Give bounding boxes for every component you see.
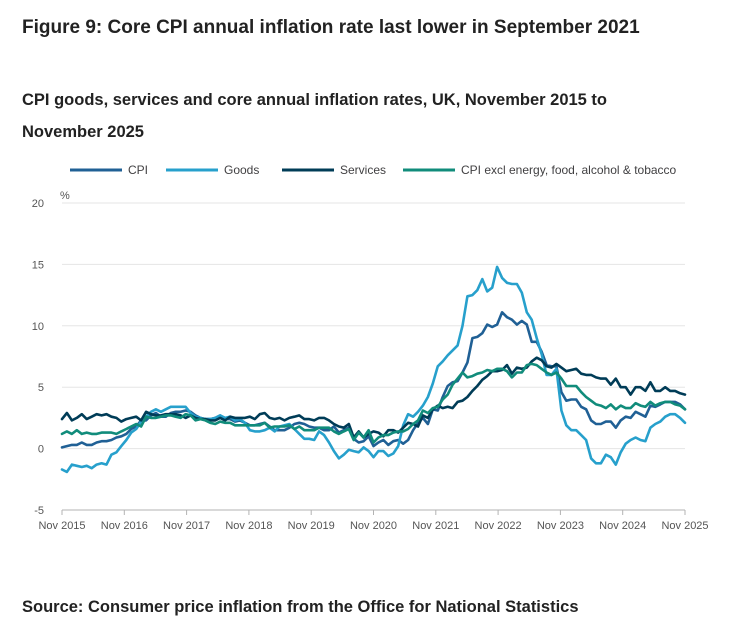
series-line-cpi [60, 311, 687, 449]
x-axis: Nov 2015 Nov 2016 Nov 2017 Nov 2018 Nov 2019… [38, 510, 709, 532]
y-tick-label: 15 [32, 259, 44, 271]
x-tick-label: Nov 2024 [599, 520, 646, 532]
x-tick-label: Nov 2016 [101, 520, 148, 532]
x-tick-label: Nov 2022 [475, 520, 522, 532]
x-tick-label: Nov 2023 [537, 520, 584, 532]
x-tick-label: Nov 2017 [163, 520, 210, 532]
legend-label: CPI [128, 163, 148, 177]
x-tick-label: Nov 2018 [225, 520, 272, 532]
x-tick-label: Nov 2021 [412, 520, 459, 532]
source-note: Source: Consumer price inflation from th… [22, 598, 579, 616]
y-tick-label: 20 [32, 198, 44, 210]
legend-label: Goods [224, 163, 259, 177]
x-tick-label: Nov 2020 [350, 520, 397, 532]
series-line-services [60, 356, 687, 439]
y-axis-unit-label: % [60, 190, 70, 202]
chart-subtitle: CPI goods, services and core annual infl… [22, 91, 608, 141]
legend-label: Services [340, 163, 386, 177]
series-line-goods [60, 265, 687, 474]
x-tick-label: Nov 2025 [661, 520, 708, 532]
y-tick-label: 10 [32, 321, 44, 333]
line-chart: CPI Goods Services CPI excl energy, food, a… [32, 163, 709, 532]
y-tick-label: 5 [38, 382, 44, 394]
y-axis-ticks: 20 15 10 5 0 -5 [32, 198, 44, 517]
y-tick-label: -5 [34, 505, 44, 517]
x-tick-label: Nov 2019 [288, 520, 335, 532]
series-line-cpi-excl-energy-food-alcohol-tobacco [60, 362, 687, 444]
chart-gridlines [62, 202, 685, 511]
series-lines [60, 265, 687, 474]
x-tick-label: Nov 2015 [38, 520, 85, 532]
legend-label: CPI excl energy, food, alcohol & tobacco [461, 163, 677, 177]
y-tick-label: 0 [38, 444, 44, 456]
figure-title: Figure 9: Core CPI annual inflation rate… [22, 17, 640, 38]
chart-legend: CPI Goods Services CPI excl energy, food, a… [70, 163, 677, 177]
